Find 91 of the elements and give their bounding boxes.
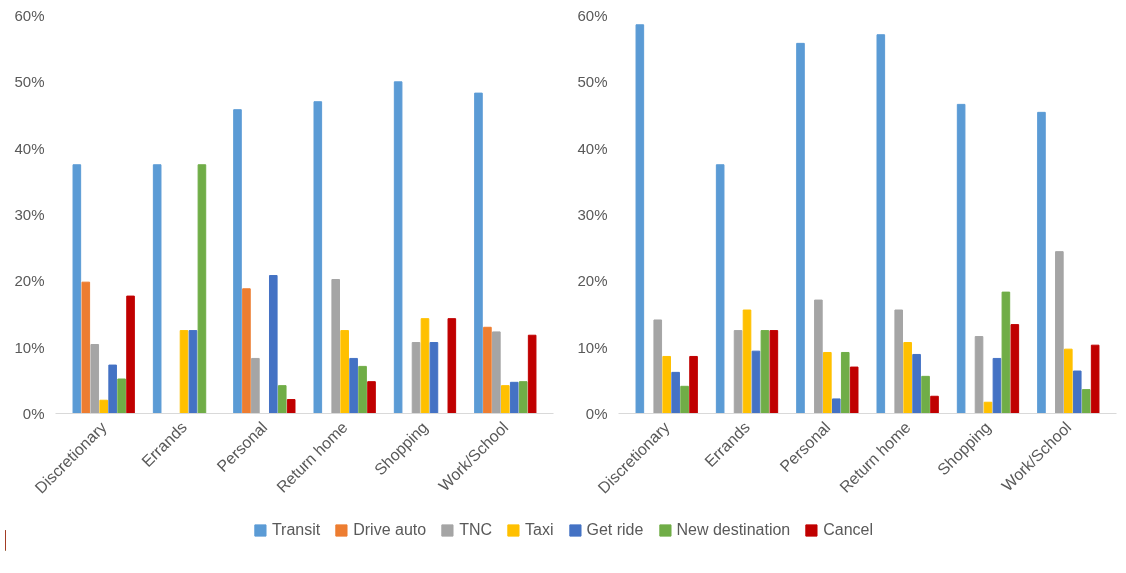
bar xyxy=(286,399,296,414)
bar xyxy=(876,34,886,414)
bar xyxy=(653,319,663,414)
bar xyxy=(242,288,251,414)
bar xyxy=(930,395,939,414)
y-tick-label: 50% xyxy=(577,73,608,91)
y-tick-label: 20% xyxy=(14,272,45,290)
bar xyxy=(751,350,761,414)
y-tick-label: 30% xyxy=(577,206,608,223)
bar xyxy=(715,164,725,414)
bar xyxy=(90,344,100,414)
bar xyxy=(1064,348,1073,414)
bar xyxy=(188,330,198,414)
bar xyxy=(331,279,341,414)
legend-label: New destination xyxy=(676,521,791,539)
bar xyxy=(662,355,671,414)
bar xyxy=(268,275,278,414)
bar xyxy=(769,330,779,414)
bar xyxy=(823,351,832,414)
y-tick-label: 10% xyxy=(577,338,608,356)
bar xyxy=(831,398,841,414)
y-tick-label: 60% xyxy=(14,7,45,24)
bar xyxy=(921,375,930,414)
bar xyxy=(733,330,743,414)
bar xyxy=(689,355,698,414)
bar xyxy=(492,331,501,414)
bar xyxy=(99,399,108,414)
bar xyxy=(277,385,287,414)
bar xyxy=(501,385,510,414)
bar xyxy=(358,365,367,414)
bar xyxy=(483,326,492,414)
legend-label: Cancel xyxy=(823,521,874,539)
y-tick-label: 50% xyxy=(14,73,45,91)
y-tick-label: 40% xyxy=(577,139,608,157)
bar xyxy=(849,366,859,414)
bar xyxy=(1090,344,1100,414)
y-tick-label: 60% xyxy=(577,7,608,24)
y-tick-label: 40% xyxy=(14,139,45,157)
bar xyxy=(840,351,850,414)
bar xyxy=(251,357,260,414)
bar xyxy=(233,109,242,414)
bar xyxy=(340,330,349,414)
y-tick-label: 0% xyxy=(585,405,608,422)
bar xyxy=(796,42,805,414)
bar xyxy=(1055,251,1064,414)
bar xyxy=(509,381,519,414)
bar xyxy=(992,357,1002,414)
bar xyxy=(474,92,483,414)
bar xyxy=(126,295,135,414)
legend-label: Taxi xyxy=(525,521,554,539)
bar xyxy=(81,281,91,414)
bar xyxy=(429,342,439,414)
bar xyxy=(393,81,403,414)
y-tick-label: 0% xyxy=(22,405,45,422)
bar xyxy=(814,299,823,414)
bar xyxy=(1010,324,1020,414)
bar xyxy=(1001,291,1011,414)
legend-label: TNC xyxy=(459,521,493,539)
bar xyxy=(518,381,528,414)
bar xyxy=(197,164,207,414)
bar xyxy=(313,101,323,414)
bar xyxy=(956,103,966,414)
bar xyxy=(420,318,430,414)
bar xyxy=(742,309,752,414)
y-tick-label: 30% xyxy=(14,206,45,223)
bar xyxy=(527,334,537,414)
bar xyxy=(1037,111,1046,414)
bar xyxy=(349,357,358,414)
bar xyxy=(974,336,984,414)
bar xyxy=(117,378,126,414)
bar xyxy=(72,164,82,414)
bar xyxy=(894,309,904,414)
bar xyxy=(1072,370,1082,414)
bar xyxy=(903,342,912,414)
bar xyxy=(680,385,689,414)
y-tick-label: 10% xyxy=(14,338,45,356)
bar xyxy=(367,381,376,414)
bar xyxy=(635,24,645,414)
legend-label: Drive auto xyxy=(353,521,427,539)
bar xyxy=(179,330,189,414)
bar xyxy=(108,364,117,414)
legend-label: Get ride xyxy=(586,521,644,539)
bar xyxy=(671,371,680,414)
bar xyxy=(912,353,921,414)
bar xyxy=(760,330,770,414)
bar xyxy=(1081,389,1091,414)
y-tick-label: 20% xyxy=(577,272,608,290)
bar xyxy=(411,342,421,414)
legend-label: Transit xyxy=(271,521,321,539)
bar xyxy=(447,318,457,414)
bar xyxy=(152,164,162,414)
